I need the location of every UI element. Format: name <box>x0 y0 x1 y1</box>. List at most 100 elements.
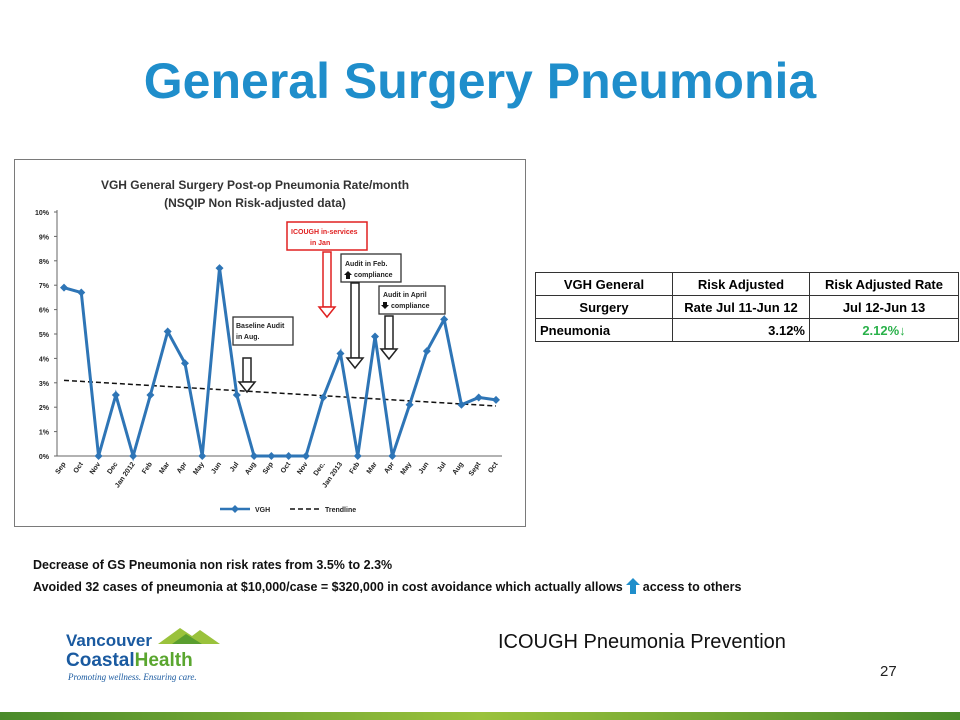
vgh-data-point <box>250 452 259 460</box>
y-tick-label: 5% <box>39 332 50 339</box>
audit-apr-arrow-shaft <box>384 315 394 350</box>
x-tick-label: May <box>400 461 414 476</box>
x-tick-label: Apr <box>383 461 396 475</box>
vgh-data-point <box>284 452 293 460</box>
icough-box <box>286 221 368 251</box>
logo-health: Health <box>135 650 193 671</box>
y-tick-label: 6% <box>39 308 50 315</box>
audit-feb-box <box>340 253 402 283</box>
chart-subtitle: (NSQIP Non Risk-adjusted data) <box>164 196 346 210</box>
vgh-series-line <box>63 267 497 462</box>
baseline-arrow-head <box>237 381 257 394</box>
x-tick-label: Jul <box>436 461 448 473</box>
slide-subtitle: ICOUGH Pneumonia Prevention <box>498 631 786 653</box>
vgh-data-point <box>94 452 103 460</box>
x-tick-label: Feb <box>141 461 154 475</box>
vgh-data-point <box>405 400 414 409</box>
icough-arrow-shaft <box>322 251 332 308</box>
x-tick-label: Feb <box>349 461 362 475</box>
legend-vgh-label: VGH <box>255 507 270 514</box>
vch-logo: Vancouver CoastalHealth Promoting wellne… <box>66 628 220 682</box>
vgh-data-point <box>215 264 224 273</box>
x-tick-label: Aug <box>452 461 466 476</box>
x-tick-label: Sept <box>468 461 483 478</box>
x-tick-label: Nov <box>89 461 102 476</box>
y-tick-label: 8% <box>39 259 50 266</box>
vgh-data-point <box>492 395 500 404</box>
logo-line-1: Vancouver <box>66 631 152 650</box>
icough-arrow-head <box>317 306 337 319</box>
baseline-audit-text-1: Baseline Audit <box>236 323 285 330</box>
down-arrow-icon <box>381 302 389 309</box>
baseline-audit-box <box>232 316 294 346</box>
up-arrow-icon <box>625 578 640 594</box>
vgh-data-point <box>180 359 189 368</box>
risk-adjusted-table: VGH General Risk Adjusted Risk Adjusted … <box>535 272 959 342</box>
table-header-1b: Surgery <box>535 295 673 319</box>
x-tick-label: Jul <box>229 461 241 473</box>
x-tick-label: Oct <box>280 461 293 475</box>
vgh-data-point <box>440 315 449 324</box>
x-tick-label: Jun <box>418 461 431 475</box>
vgh-data-point <box>319 393 328 402</box>
x-tick-label: Apr <box>176 461 189 475</box>
x-tick-label: Nov <box>296 461 309 476</box>
y-tick-label: 3% <box>39 381 50 388</box>
x-tick-label: Jun <box>210 461 223 475</box>
vgh-data-point <box>422 347 431 356</box>
vgh-data-point <box>301 452 310 460</box>
vgh-data-point <box>336 349 345 358</box>
note-line-1: Decrease of GS Pneumonia non risk rates … <box>33 558 392 572</box>
chart-svg: VGH General Surgery Post-op Pneumonia Ra… <box>35 178 502 514</box>
table-header-3b: Jul 12-Jun 13 <box>809 295 959 319</box>
trendline <box>63 379 497 407</box>
table-row-label: Pneumonia <box>535 318 673 342</box>
vgh-data-point <box>232 391 241 399</box>
x-tick-label: Sep <box>262 461 275 476</box>
x-tick-label: May <box>192 461 206 476</box>
audit-apr-arrow-head <box>379 348 399 361</box>
note-line-2: Avoided 32 cases of pneumonia at $10,000… <box>33 578 741 594</box>
note-text-3: access to others <box>642 580 742 594</box>
vgh-data-point <box>388 452 397 460</box>
y-tick-label: 4% <box>39 356 50 363</box>
y-tick-label: 1% <box>39 430 50 437</box>
note-text-2: Avoided 32 cases of pneumonia at $10,000… <box>33 580 623 594</box>
vgh-data-point <box>60 283 68 292</box>
vgh-data-point <box>111 391 120 399</box>
audit-feb-arrow-shaft <box>350 282 360 359</box>
x-tick-label: Mar <box>366 461 379 475</box>
chart-title: VGH General Surgery Post-op Pneumonia Ra… <box>101 178 409 192</box>
icough-text-1: ICOUGH in-services <box>291 229 358 236</box>
legend-trend-label: Trendline <box>325 507 356 514</box>
baseline-audit-text-2: in Aug. <box>236 334 260 341</box>
logo-tagline: Promoting wellness. Ensuring care. <box>67 672 197 682</box>
vgh-data-point <box>129 452 138 460</box>
up-arrow-icon <box>344 271 352 279</box>
bottom-accent-bar <box>0 712 960 720</box>
legend-vgh-marker <box>231 505 239 513</box>
audit-apr-text-2: compliance <box>391 303 430 310</box>
pneumonia-rate-chart: VGH General Surgery Post-op Pneumonia Ra… <box>14 159 526 527</box>
slide-title: General Surgery Pneumonia <box>143 53 817 109</box>
audit-apr-text-1: Audit in April <box>383 292 427 299</box>
x-tick-label: Aug <box>244 461 258 476</box>
logo-line-2: CoastalHealth <box>66 650 193 671</box>
y-tick-label: 2% <box>39 405 50 412</box>
table-header-1a: VGH General <box>535 272 673 296</box>
icough-text-2: in Jan <box>310 240 330 247</box>
audit-feb-arrow-head <box>345 357 365 370</box>
x-tick-label: Mar <box>158 461 171 475</box>
page-number: 27 <box>880 663 897 680</box>
audit-feb-text-1: Audit in Feb. <box>345 261 387 268</box>
y-tick-label: 9% <box>39 234 50 241</box>
vgh-data-point <box>163 327 172 336</box>
vgh-data-point <box>198 452 207 460</box>
x-tick-label: Dec. <box>313 461 327 477</box>
note-text-1: Decrease of GS Pneumonia non risk rates … <box>33 558 393 572</box>
table-header-2a: Risk Adjusted <box>672 272 810 296</box>
table-header-3a: Risk Adjusted Rate <box>809 272 959 296</box>
x-tick-label: Oct <box>72 461 85 475</box>
baseline-arrow-shaft <box>242 357 252 383</box>
y-tick-label: 10% <box>35 210 50 217</box>
